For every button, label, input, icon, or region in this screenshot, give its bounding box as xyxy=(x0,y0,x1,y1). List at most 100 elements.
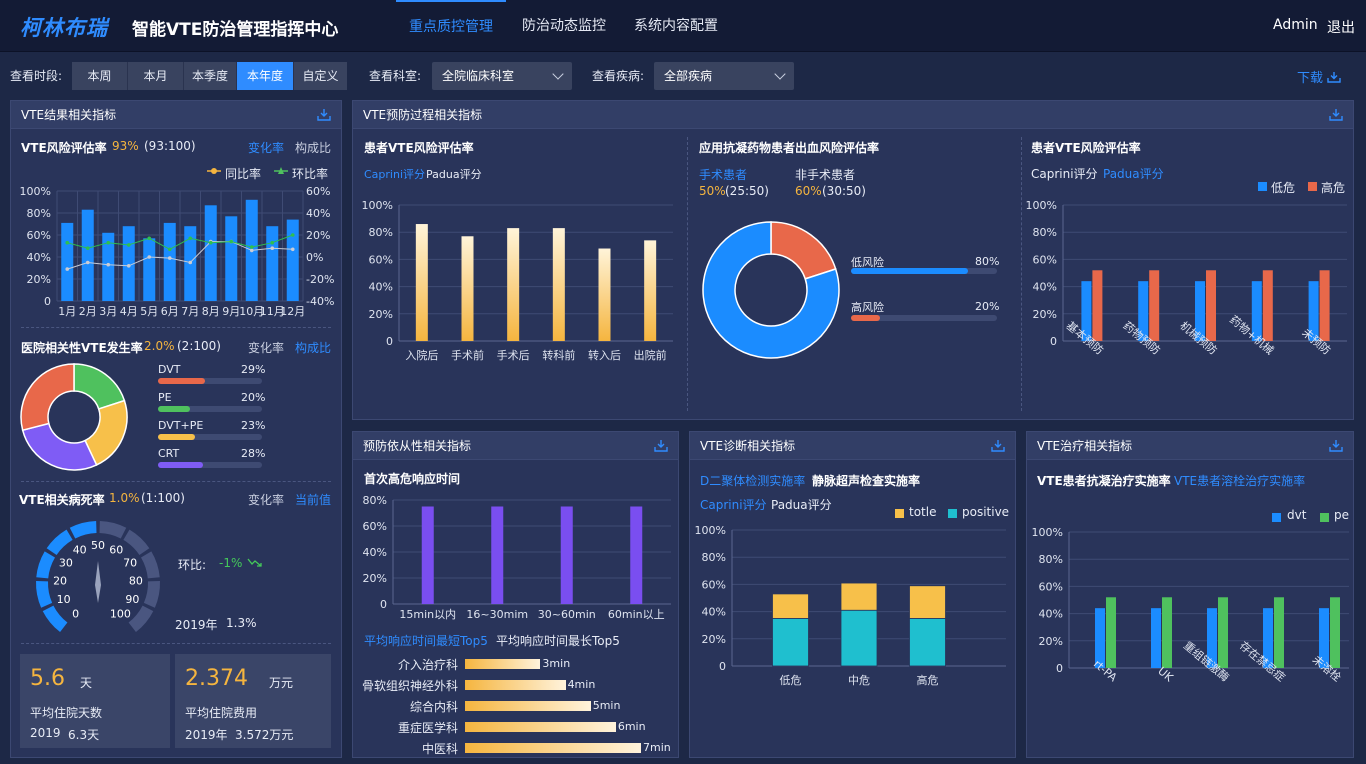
risk-rate-value: 93% xyxy=(112,139,139,153)
tab-top-long[interactable]: 平均响应时间最长Top5 xyxy=(496,634,620,648)
incidence-item-name: PE xyxy=(158,391,172,404)
y-tick-label: 60% xyxy=(369,253,393,266)
panel-title: 预防依从性相关指标 xyxy=(363,439,472,453)
tab-caprini[interactable]: Caprini评分 xyxy=(1031,167,1098,181)
time-option-quarter[interactable]: 本季度 xyxy=(184,62,237,90)
legend-yoy: 同比率 xyxy=(225,167,262,181)
incidence-item-pct: 29% xyxy=(241,363,266,376)
gauge-tick-label: 40 xyxy=(73,544,87,557)
legend-totle: totle xyxy=(909,505,937,519)
tab-padua[interactable]: Padua评分 xyxy=(1103,167,1164,181)
download-icon xyxy=(1327,72,1341,83)
download-button[interactable]: 下载 xyxy=(1297,67,1341,86)
tab-d-dimer[interactable]: D二聚体检测实施率 xyxy=(700,474,806,488)
avg-cost-value: 2.374 xyxy=(185,666,248,691)
tab-change-rate[interactable]: 变化率 xyxy=(248,493,285,507)
mortality-year-value: 1.3% xyxy=(226,616,257,630)
time-option-week[interactable]: 本周 xyxy=(72,62,128,90)
download-icon[interactable] xyxy=(1329,108,1343,121)
response-time-title: 首次高危响应时间 xyxy=(364,472,461,486)
download-icon[interactable] xyxy=(1329,439,1343,452)
bar xyxy=(461,236,474,341)
series-point xyxy=(270,246,275,250)
series-point xyxy=(126,243,131,247)
tab-caprini[interactable]: Caprini评分 xyxy=(700,498,767,512)
tab-change-rate[interactable]: 变化率 xyxy=(248,341,285,355)
nav-dynamic-monitor[interactable]: 防治动态监控 xyxy=(522,18,606,34)
incidence-bar-track xyxy=(158,406,262,412)
series-point xyxy=(188,236,193,241)
y2-tick-label: 60% xyxy=(306,185,330,198)
tab-current-value[interactable]: 当前值 xyxy=(295,493,332,507)
bar-positive xyxy=(840,609,878,667)
disease-select[interactable]: 全部疾病 xyxy=(654,62,794,90)
top-bar: 柯林布瑞 智能VTE防治管理指挥中心 重点质控管理 防治动态监控 系统内容配置 … xyxy=(0,0,1366,52)
download-label: 下载 xyxy=(1297,71,1324,86)
series-point xyxy=(229,239,234,244)
nav-system-config[interactable]: 系统内容配置 xyxy=(634,18,718,34)
tab-thrombolysis[interactable]: VTE患者溶栓治疗实施率 xyxy=(1174,474,1306,488)
gauge-segment xyxy=(36,551,55,579)
legend-totle-swatch xyxy=(895,509,904,518)
department-name: 综合内科 xyxy=(409,700,458,714)
time-option-custom[interactable]: 自定义 xyxy=(294,62,347,90)
x-tick-label: 转科前 xyxy=(542,348,575,362)
avg-stay-card: 5.6 天 平均住院天数 2019 6.3天 xyxy=(20,654,170,748)
bar xyxy=(225,216,238,301)
tab-padua[interactable]: Padua评分 xyxy=(426,168,482,181)
incidence-item-name: DVT xyxy=(158,363,181,376)
tab-composition[interactable]: 构成比 xyxy=(295,341,332,355)
y-tick-label: 80% xyxy=(702,551,726,564)
legend-pe: pe xyxy=(1334,508,1349,522)
bar-dvt xyxy=(1151,608,1161,668)
department-time: 7min xyxy=(643,741,671,754)
nonsurgical-ratio: (30:50) xyxy=(822,184,866,198)
legend-low: 低危 xyxy=(1271,181,1296,195)
download-icon[interactable] xyxy=(317,108,331,121)
y-tick-label: 80% xyxy=(1039,553,1063,566)
high-risk-bar-track xyxy=(851,315,997,321)
mortality-label: VTE相关病死率 xyxy=(19,493,105,507)
logout-link[interactable]: 退出 xyxy=(1327,20,1355,36)
user-name[interactable]: Admin xyxy=(1273,17,1318,33)
time-option-month[interactable]: 本月 xyxy=(128,62,184,90)
disease-filter-label: 查看疾病: xyxy=(592,69,645,83)
download-icon[interactable] xyxy=(654,439,668,452)
y2-tick-label: 20% xyxy=(306,229,330,242)
bar-dvt xyxy=(1095,608,1105,668)
y2-tick-label: 0% xyxy=(306,251,323,264)
y-tick-label: 0 xyxy=(386,335,393,348)
tab-top-short[interactable]: 平均响应时间最短Top5 xyxy=(364,634,488,648)
download-icon[interactable] xyxy=(991,439,1005,452)
tab-anticoag[interactable]: VTE患者抗凝治疗实施率 xyxy=(1037,474,1171,488)
time-option-year[interactable]: 本年度 xyxy=(237,62,294,90)
donut-slice xyxy=(20,363,75,432)
tab-padua[interactable]: Padua评分 xyxy=(771,498,832,512)
bar xyxy=(598,248,611,341)
tab-ultrasound[interactable]: 静脉超声检查实施率 xyxy=(812,474,921,488)
nav-quality-control[interactable]: 重点质控管理 xyxy=(396,0,506,52)
department-time: 3min xyxy=(542,657,571,670)
y-tick-label: 40% xyxy=(27,251,51,264)
dept-select[interactable]: 全院临床科室 xyxy=(432,62,572,90)
bar-dvt xyxy=(1319,608,1329,668)
x-tick-label: 8月 xyxy=(202,305,220,318)
tab-change-rate[interactable]: 变化率 xyxy=(248,141,285,155)
y-tick-label: 40% xyxy=(1033,281,1057,294)
series-point xyxy=(290,247,295,252)
nonsurgical-rate: 60% xyxy=(795,184,822,198)
y-tick-label: 80% xyxy=(1033,226,1057,239)
legend-pe-swatch xyxy=(1320,513,1329,522)
bar xyxy=(266,226,279,301)
diagnosis-panel: VTE诊断相关指标 D二聚体检测实施率 静脉超声检查实施率 Caprini评分 … xyxy=(689,431,1016,758)
donut-slice xyxy=(770,221,837,280)
tab-caprini[interactable]: Caprini评分 xyxy=(364,168,426,181)
tab-composition[interactable]: 构成比 xyxy=(295,141,332,155)
tab-nonsurgical[interactable]: 非手术患者 xyxy=(795,168,856,182)
department-time: 4min xyxy=(567,678,596,691)
y-tick-label: 20% xyxy=(702,633,726,646)
series-point xyxy=(65,267,70,271)
tab-surgical[interactable]: 手术患者 xyxy=(699,168,748,182)
department-name: 重症医学科 xyxy=(397,721,458,735)
bleed-risk-donut xyxy=(702,221,840,359)
